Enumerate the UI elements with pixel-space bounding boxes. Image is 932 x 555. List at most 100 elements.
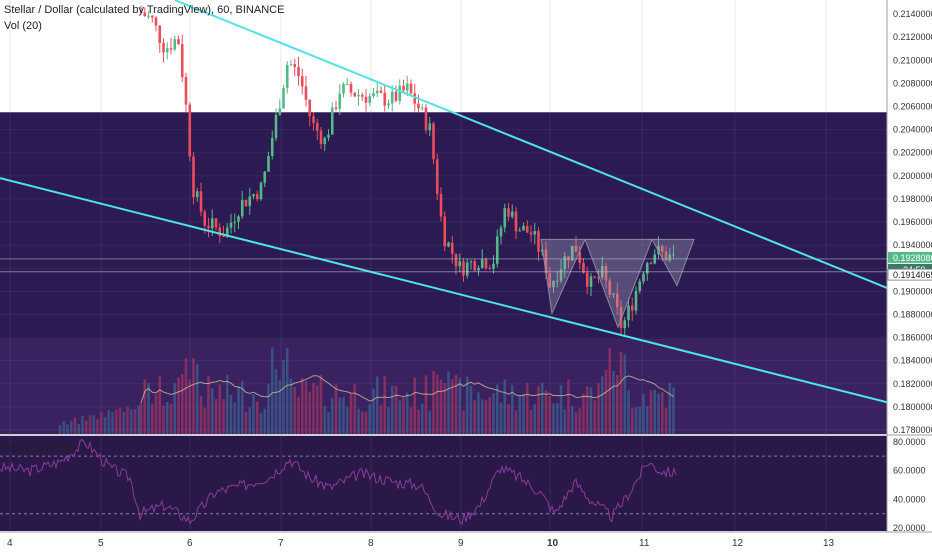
volume-bar [469, 385, 473, 434]
volume-bar [518, 395, 522, 434]
candle-body [338, 93, 342, 109]
volume-bar [199, 395, 203, 434]
candle-body [597, 277, 600, 279]
volume-legend[interactable]: Vol (20) [4, 20, 42, 32]
candle-body [177, 39, 180, 45]
candle-body [559, 269, 563, 281]
candle-body [615, 293, 619, 308]
candle-body [660, 246, 664, 252]
candle-body [492, 263, 495, 269]
volume-bar [600, 376, 604, 434]
candle-body [409, 83, 413, 94]
candle-body [462, 261, 465, 276]
candle-body [439, 194, 443, 217]
candle-body [357, 94, 360, 97]
candle-body [604, 265, 608, 281]
candle-body [668, 254, 672, 261]
candle-body [555, 280, 559, 282]
candle-body [522, 225, 525, 231]
candle-body [447, 242, 450, 247]
price-tick-label: 0.2020000 [893, 148, 932, 158]
candle-body [608, 280, 612, 295]
volume-bar [597, 383, 600, 434]
volume-bar [484, 400, 488, 434]
volume-bar [180, 373, 184, 434]
volume-bar [62, 421, 66, 434]
left-shoulder-triangle[interactable] [540, 238, 586, 316]
volume-bar [248, 407, 252, 434]
price-tick-label: 0.1800000 [893, 402, 932, 412]
volume-bar [92, 415, 96, 434]
volume-bar [402, 397, 405, 434]
volume-bar [638, 406, 642, 434]
candle-body [405, 83, 409, 91]
volume-bar [514, 410, 518, 434]
time-tick-label: 6 [187, 538, 193, 549]
candle-body [544, 249, 548, 274]
volume-bar [192, 358, 195, 434]
head-triangle[interactable] [584, 238, 653, 329]
candle-body [458, 261, 462, 267]
candle-body [330, 107, 334, 135]
volume-bar [96, 419, 99, 434]
volume-bar [137, 405, 141, 434]
candle-body [525, 225, 529, 233]
candle-body [207, 225, 210, 229]
volume-bar [162, 405, 165, 434]
symbol-legend[interactable]: Stellar / Dollar (calculated by TradingV… [4, 4, 285, 16]
rsi-legend[interactable]: RSI (14, close) [4, 442, 77, 454]
candle-body [552, 281, 555, 288]
candle-body [387, 103, 390, 106]
volume-bar [345, 406, 349, 434]
candle-body [345, 83, 349, 85]
candle-body [533, 231, 537, 235]
candle-body [480, 259, 484, 268]
volume-bar [450, 379, 454, 434]
volume-bar [559, 385, 563, 434]
candle-body [499, 227, 503, 237]
candle-body [244, 199, 248, 207]
candle-body [503, 208, 507, 228]
time-tick-label: 12 [732, 538, 744, 549]
candle-body [154, 17, 158, 26]
volume-bar [372, 388, 375, 434]
volume-bar [282, 360, 285, 434]
candle-body [612, 293, 615, 295]
right-shoulder-triangle[interactable] [651, 238, 695, 287]
time-tick-label: 11 [639, 538, 650, 549]
volume-bar [99, 412, 103, 434]
candle-body [413, 93, 417, 104]
volume-bar [405, 392, 409, 434]
volume-bar [649, 390, 653, 434]
volume-bar [413, 377, 417, 434]
candle-body [225, 227, 229, 238]
price-tick-label: 0.1900000 [893, 286, 932, 296]
volume-bar [657, 393, 660, 434]
candle-body [630, 305, 634, 311]
volume-bar [147, 382, 150, 434]
price-tick-label: 0.2120000 [893, 32, 932, 42]
candle-body [390, 91, 394, 104]
volume-bar [270, 347, 274, 434]
candle-body [484, 259, 488, 269]
volume-bar [608, 347, 612, 434]
lower-trendline[interactable] [0, 177, 888, 404]
candle-body [229, 222, 233, 228]
volume-bar [435, 374, 439, 434]
candle-body [383, 92, 387, 106]
volume-bar [428, 410, 432, 434]
volume-bar [574, 411, 578, 434]
upper-trendline[interactable] [174, 0, 888, 289]
rsi-tick-label: 60.0000 [893, 466, 926, 476]
candle-body [327, 134, 330, 138]
candle-body [255, 194, 259, 200]
volume-bar [454, 374, 458, 434]
rsi-tick-label: 40.0000 [893, 494, 926, 504]
volume-bar [229, 394, 233, 434]
volume-bar [103, 416, 107, 434]
volume-bar [567, 379, 570, 434]
volume-bar [357, 408, 360, 434]
volume-bar [462, 410, 465, 434]
